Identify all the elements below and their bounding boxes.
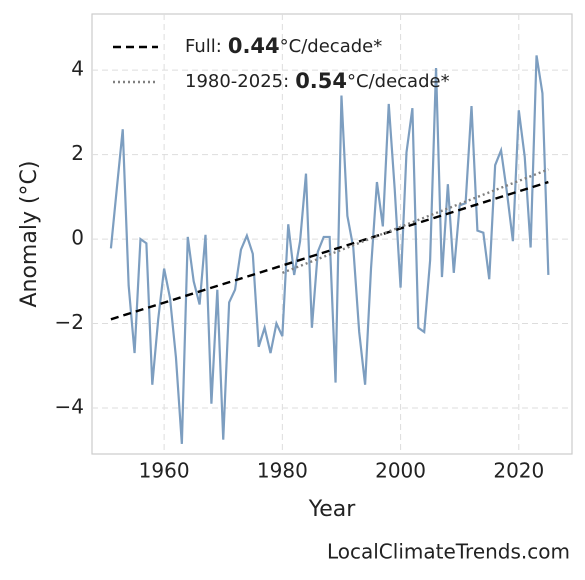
y-tick-label: −4 [55,394,84,418]
x-tick-label: 2000 [375,459,426,483]
plot-frame [91,13,573,455]
x-tick-label: 1980 [257,459,308,483]
legend-name: Full: [185,36,222,57]
source: LocalClimateTrends.com [327,540,570,564]
legend-slope: 0.54 [295,69,347,93]
trend-line [110,180,549,321]
y-axis-label: Anomaly (°C) [17,160,42,307]
data-line [109,55,550,444]
legend-name: 1980-2025: [185,71,289,92]
y-tick-label: 2 [71,141,84,165]
legend-unit: °C/decade* [347,71,450,92]
x-tick-label: 2020 [493,459,544,483]
x-axis-label: Year [308,497,357,522]
x-tick-label: 1960 [139,459,190,483]
legend-unit: °C/decade* [280,36,383,57]
legend-slope: 0.44 [228,34,280,58]
legend-label: 1980-2025: 0.54°C/decade* [185,69,450,93]
y-tick-label: 0 [71,226,84,250]
y-tick-label: 4 [71,57,84,81]
y-tick-label: −2 [55,310,84,334]
legend-label: Full: 0.44°C/decade* [185,34,382,58]
